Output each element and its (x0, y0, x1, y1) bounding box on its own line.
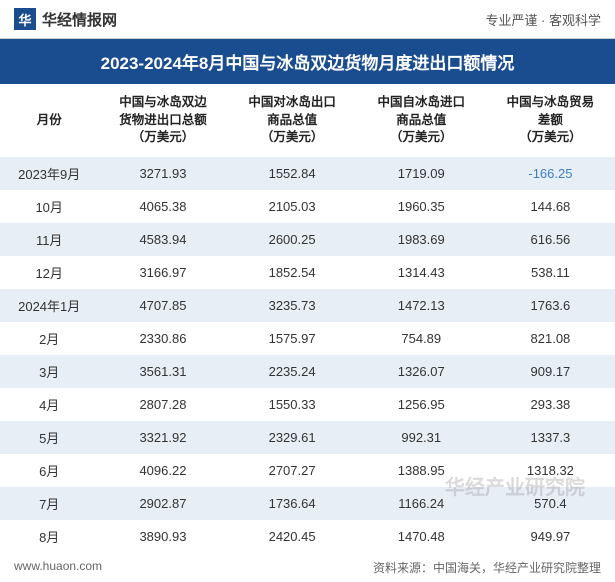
table-row: 11月4583.942600.251983.69616.56 (0, 223, 615, 256)
table-row: 12月3166.971852.541314.43538.11 (0, 256, 615, 289)
table-row: 10月4065.382105.031960.35144.68 (0, 190, 615, 223)
table-header: 月份中国与冰岛双边货物进出口总额（万美元）中国对冰岛出口商品总值（万美元）中国自… (0, 84, 615, 157)
table-row: 7月2902.871736.641166.24570.4 (0, 487, 615, 520)
table-cell: 1550.33 (228, 388, 357, 421)
table-cell: 3月 (0, 355, 98, 388)
table-cell: 4065.38 (98, 190, 227, 223)
table-cell: 2235.24 (228, 355, 357, 388)
table-cell: 1388.95 (357, 454, 486, 487)
table-cell: 1166.24 (357, 487, 486, 520)
table-cell: 1314.43 (357, 256, 486, 289)
table-cell: 570.4 (486, 487, 615, 520)
table-cell: 1852.54 (228, 256, 357, 289)
table-row: 6月4096.222707.271388.951318.32 (0, 454, 615, 487)
table-cell: 1318.32 (486, 454, 615, 487)
table-cell: 1736.64 (228, 487, 357, 520)
data-table-container: 月份中国与冰岛双边货物进出口总额（万美元）中国对冰岛出口商品总值（万美元）中国自… (0, 84, 615, 553)
table-cell: 2月 (0, 322, 98, 355)
column-header-1: 中国与冰岛双边货物进出口总额（万美元） (98, 84, 227, 157)
table-cell: 1575.97 (228, 322, 357, 355)
table-cell: 3271.93 (98, 157, 227, 190)
table-cell: 4707.85 (98, 289, 227, 322)
table-cell: 1256.95 (357, 388, 486, 421)
table-cell: 1960.35 (357, 190, 486, 223)
table-cell: 1337.3 (486, 421, 615, 454)
table-cell: 2707.27 (228, 454, 357, 487)
table-cell: 12月 (0, 256, 98, 289)
table-row: 2024年1月4707.853235.731472.131763.6 (0, 289, 615, 322)
table-cell: 1326.07 (357, 355, 486, 388)
logo-icon: 华 (14, 8, 36, 30)
table-cell: 3890.93 (98, 520, 227, 553)
table-cell: 4月 (0, 388, 98, 421)
table-cell: 2420.45 (228, 520, 357, 553)
table-cell: 1763.6 (486, 289, 615, 322)
table-cell: 2105.03 (228, 190, 357, 223)
table-cell: 2902.87 (98, 487, 227, 520)
table-cell: 3235.73 (228, 289, 357, 322)
logo-section: 华 华经情报网 (14, 8, 117, 30)
table-body: 2023年9月3271.931552.841719.09-166.2510月40… (0, 157, 615, 553)
table-cell: 538.11 (486, 256, 615, 289)
title-bar: 2023-2024年8月中国与冰岛双边货物月度进出口额情况 (0, 39, 615, 84)
table-cell: 754.89 (357, 322, 486, 355)
table-cell: 144.68 (486, 190, 615, 223)
table-cell: 4583.94 (98, 223, 227, 256)
table-cell: 1472.13 (357, 289, 486, 322)
table-cell: 1470.48 (357, 520, 486, 553)
table-cell: 821.08 (486, 322, 615, 355)
column-header-4: 中国与冰岛贸易差额（万美元） (486, 84, 615, 157)
table-cell: 616.56 (486, 223, 615, 256)
column-header-3: 中国自冰岛进口商品总值（万美元） (357, 84, 486, 157)
table-cell: 3166.97 (98, 256, 227, 289)
table-cell: 3561.31 (98, 355, 227, 388)
column-header-0: 月份 (0, 84, 98, 157)
table-cell: 909.17 (486, 355, 615, 388)
footer-source: 资料来源：中国海关，华经产业研究院整理 (373, 559, 601, 576)
header-slogan: 专业严谨 · 客观科学 (485, 10, 601, 29)
table-cell: 992.31 (357, 421, 486, 454)
table-cell: 3321.92 (98, 421, 227, 454)
column-header-2: 中国对冰岛出口商品总值（万美元） (228, 84, 357, 157)
table-cell: 2329.61 (228, 421, 357, 454)
table-row: 2月2330.861575.97754.89821.08 (0, 322, 615, 355)
table-cell: -166.25 (486, 157, 615, 190)
table-row: 8月3890.932420.451470.48949.97 (0, 520, 615, 553)
table-cell: 8月 (0, 520, 98, 553)
table-cell: 2600.25 (228, 223, 357, 256)
table-cell: 7月 (0, 487, 98, 520)
table-cell: 949.97 (486, 520, 615, 553)
table-cell: 2807.28 (98, 388, 227, 421)
table-cell: 5月 (0, 421, 98, 454)
header-bar: 华 华经情报网 专业严谨 · 客观科学 (0, 0, 615, 39)
table-cell: 2330.86 (98, 322, 227, 355)
table-row: 5月3321.922329.61992.311337.3 (0, 421, 615, 454)
data-table: 月份中国与冰岛双边货物进出口总额（万美元）中国对冰岛出口商品总值（万美元）中国自… (0, 84, 615, 553)
table-row: 3月3561.312235.241326.07909.17 (0, 355, 615, 388)
table-cell: 1552.84 (228, 157, 357, 190)
table-cell: 10月 (0, 190, 98, 223)
table-cell: 2023年9月 (0, 157, 98, 190)
table-row: 4月2807.281550.331256.95293.38 (0, 388, 615, 421)
logo-text: 华经情报网 (42, 9, 117, 30)
table-row: 2023年9月3271.931552.841719.09-166.25 (0, 157, 615, 190)
table-cell: 1719.09 (357, 157, 486, 190)
footer-site: www.huaon.com (14, 559, 102, 576)
table-cell: 11月 (0, 223, 98, 256)
footer-bar: www.huaon.com 资料来源：中国海关，华经产业研究院整理 (0, 553, 615, 582)
table-cell: 4096.22 (98, 454, 227, 487)
table-cell: 293.38 (486, 388, 615, 421)
table-cell: 6月 (0, 454, 98, 487)
table-cell: 2024年1月 (0, 289, 98, 322)
table-cell: 1983.69 (357, 223, 486, 256)
